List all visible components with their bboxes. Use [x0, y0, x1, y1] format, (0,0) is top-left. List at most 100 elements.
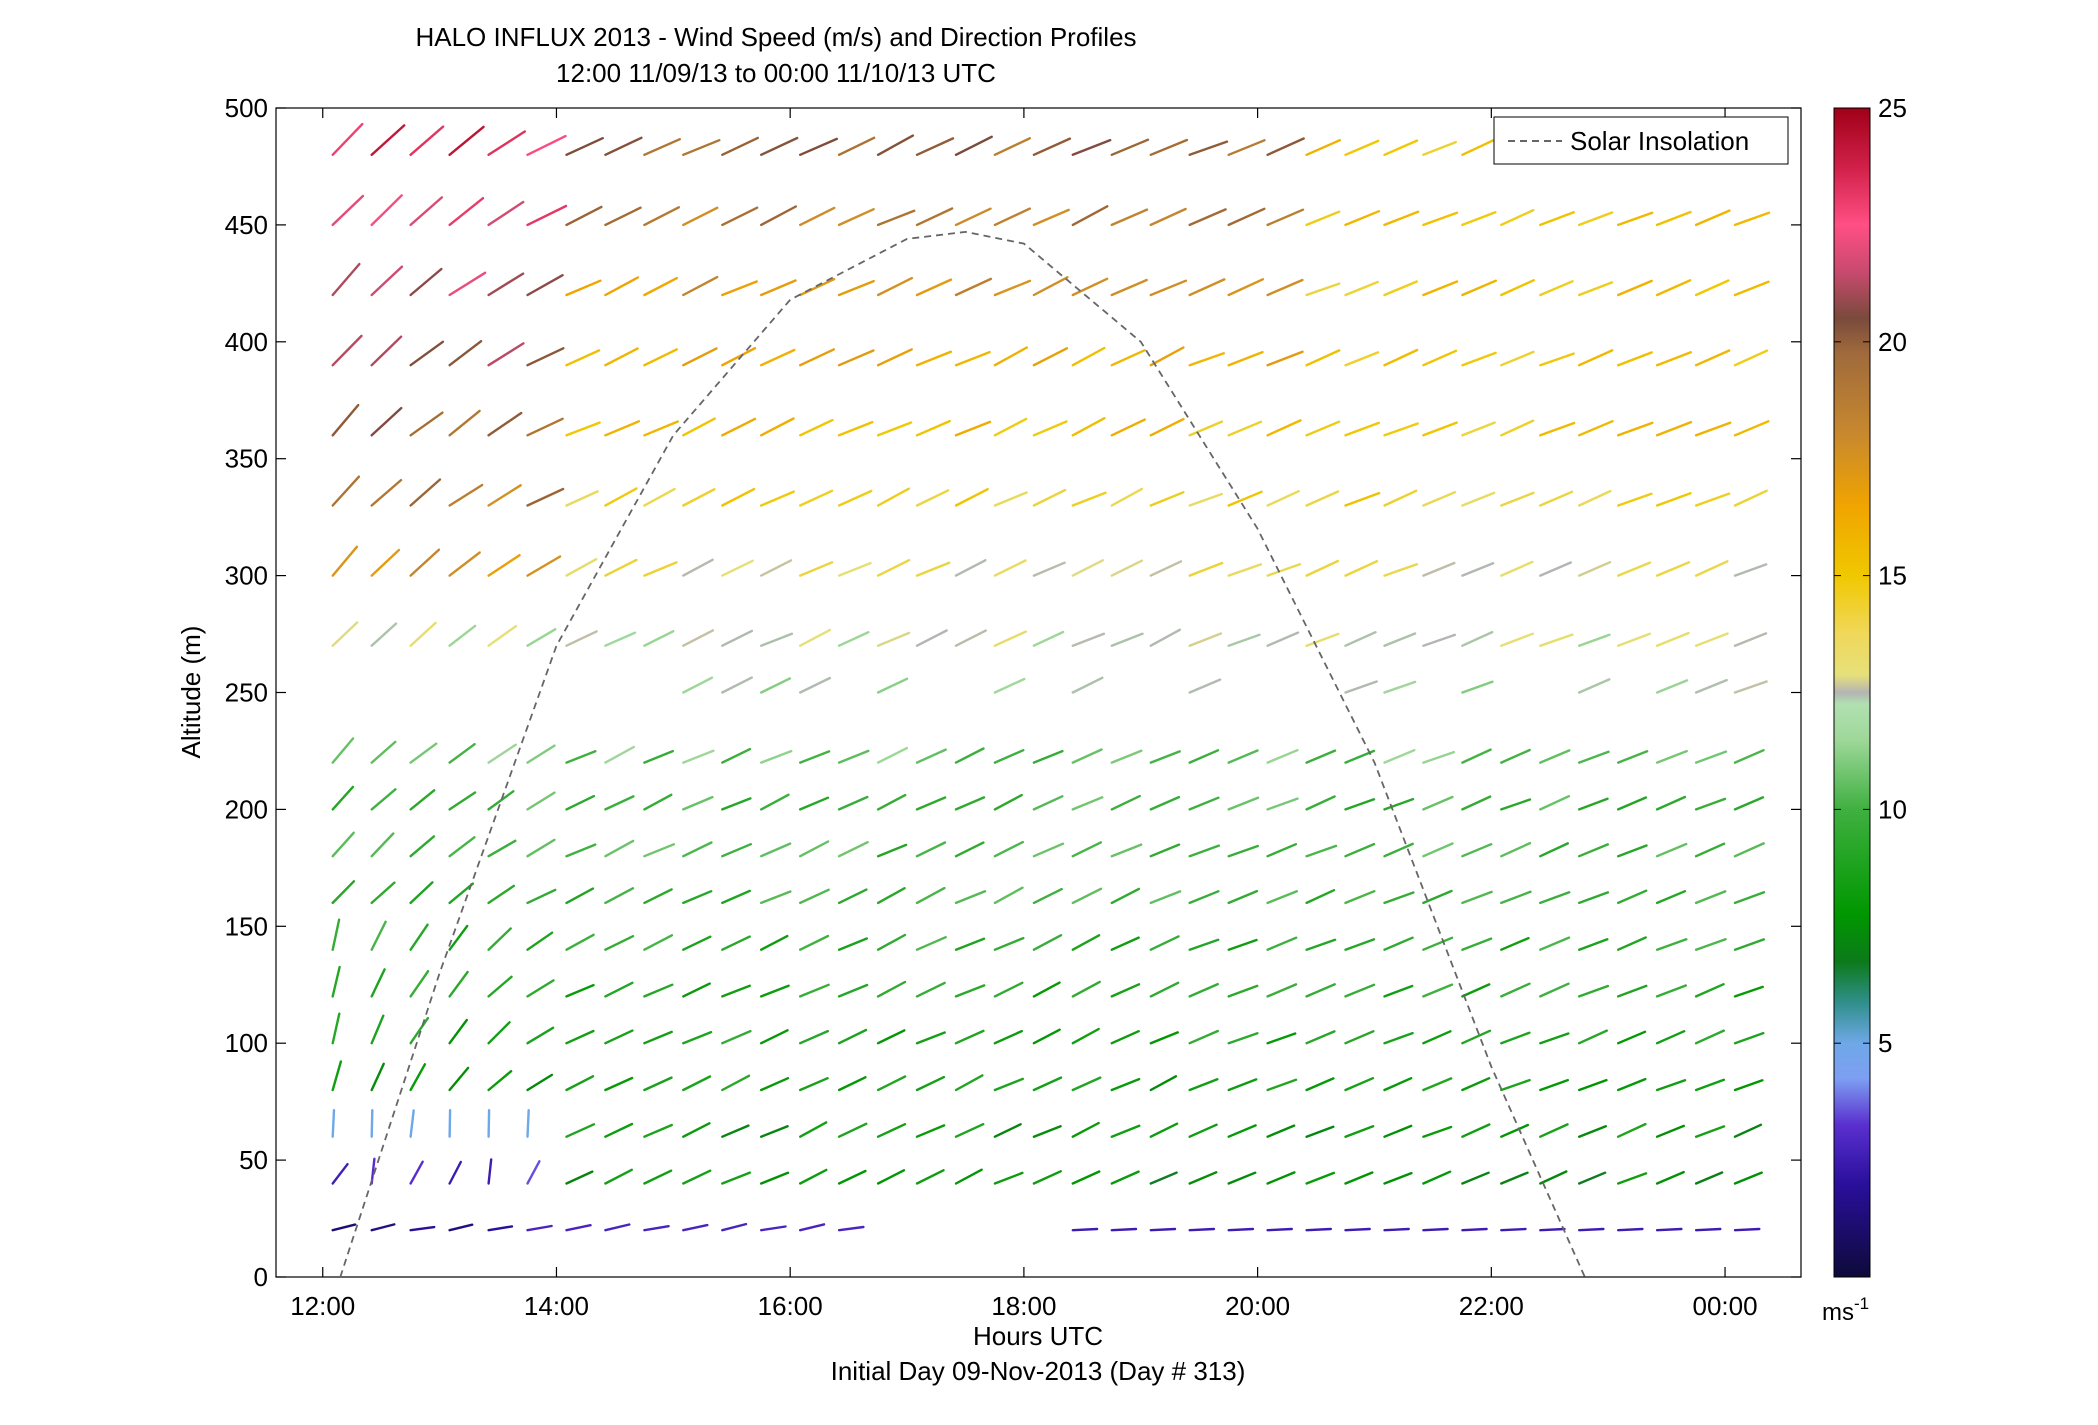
wind-arrow — [682, 676, 714, 694]
wind-arrow — [409, 742, 438, 764]
wind-arrow — [876, 348, 913, 367]
wind-arrow — [643, 843, 675, 858]
wind-arrow — [760, 842, 792, 858]
wind-arrow — [1539, 421, 1576, 437]
wind-arrow — [448, 1223, 474, 1232]
wind-arrow — [1305, 983, 1336, 998]
wind-arrow — [604, 839, 635, 858]
wind-arrow — [682, 1169, 712, 1185]
wind-arrow — [1149, 491, 1185, 507]
wind-arrow — [1032, 208, 1070, 227]
wind-arrow — [1266, 1078, 1298, 1092]
wind-arrow — [1655, 938, 1688, 951]
wind-arrow — [487, 1158, 493, 1185]
wind-arrow — [370, 124, 406, 157]
wind-arrow — [682, 1122, 711, 1138]
wind-arrow — [1500, 560, 1534, 577]
wind-arrow — [1539, 1227, 1566, 1232]
wind-arrow — [1266, 1171, 1296, 1185]
wind-arrow — [448, 882, 474, 905]
wind-arrow — [1227, 1031, 1259, 1045]
wind-arrow — [1383, 1031, 1414, 1045]
wind-arrow — [409, 340, 445, 367]
wind-arrow — [1733, 891, 1766, 905]
wind-arrow — [526, 555, 562, 577]
wind-arrow — [799, 750, 831, 764]
wind-arrow — [1071, 980, 1101, 998]
wind-arrow — [1461, 1227, 1488, 1232]
wind-arrow — [760, 1171, 790, 1185]
wind-arrow — [1227, 139, 1266, 157]
wind-arrow — [1694, 938, 1727, 951]
wind-arrow — [526, 1026, 555, 1045]
wind-arrow — [682, 935, 712, 951]
wind-arrow — [876, 134, 915, 157]
wind-arrow — [643, 206, 680, 227]
wind-arrow — [837, 1225, 865, 1232]
wind-arrow — [1539, 1123, 1569, 1138]
wind-arrow — [1149, 1075, 1178, 1092]
wind-arrow — [682, 795, 714, 811]
wind-arrow — [643, 793, 673, 811]
wind-arrow — [604, 1223, 631, 1232]
wind-arrow — [1149, 981, 1180, 998]
wind-arrow — [409, 1109, 415, 1138]
wind-arrow — [682, 275, 719, 297]
wind-arrow — [1383, 139, 1419, 157]
wind-arrow — [1266, 1124, 1296, 1138]
wind-arrow — [837, 349, 875, 367]
wind-arrow — [1227, 563, 1263, 577]
wind-arrow — [721, 559, 754, 577]
wind-arrow — [1071, 1227, 1099, 1232]
wind-arrow — [1071, 1170, 1101, 1185]
wind-arrow — [1539, 936, 1571, 951]
wind-arrow — [682, 488, 716, 507]
wind-arrow — [837, 795, 869, 811]
wind-arrow — [1616, 421, 1654, 437]
wind-arrow — [915, 561, 951, 577]
wind-arrow — [1577, 211, 1614, 227]
wind-arrow — [1616, 796, 1648, 811]
wind-arrow — [1655, 795, 1687, 811]
wind-arrow — [370, 920, 387, 951]
wind-arrow — [1188, 749, 1220, 764]
wind-arrow — [1461, 351, 1497, 367]
wind-arrow — [721, 136, 759, 157]
wind-arrow — [954, 207, 992, 227]
wind-arrow — [721, 1124, 750, 1138]
wind-arrow — [1266, 797, 1299, 811]
wind-arrow — [837, 420, 874, 437]
wind-arrow — [1383, 563, 1419, 577]
wind-arrow — [1110, 418, 1146, 437]
wind-arrow — [1266, 749, 1299, 764]
wind-arrow — [1655, 1124, 1686, 1138]
wind-arrow — [1344, 1171, 1374, 1185]
wind-arrow — [1616, 889, 1648, 905]
wind-arrow — [1461, 1076, 1491, 1092]
wind-arrow — [1422, 889, 1453, 905]
wind-arrow — [1188, 278, 1226, 297]
wind-arrow — [799, 934, 830, 951]
wind-arrow — [1032, 749, 1064, 764]
wind-arrow — [1071, 491, 1107, 507]
wind-arrow — [799, 628, 832, 647]
wind-arrow — [1227, 844, 1260, 858]
wind-arrow — [1733, 1227, 1761, 1232]
wind-arrow — [721, 347, 757, 367]
wind-arrow — [1461, 795, 1492, 811]
wind-arrow — [1188, 1227, 1216, 1232]
wind-arrow — [1032, 887, 1063, 905]
wind-arrow — [1149, 935, 1180, 951]
wind-arrow — [954, 1074, 984, 1092]
wind-arrow — [1188, 796, 1220, 811]
wind-arrow — [370, 740, 397, 764]
wind-arrow — [1422, 1170, 1452, 1185]
wind-arrow — [1422, 491, 1457, 507]
wind-arrow — [682, 841, 713, 858]
wind-arrow — [1539, 1078, 1570, 1092]
wind-arrow — [1305, 559, 1340, 577]
wind-arrow — [331, 1060, 343, 1092]
wind-arrow — [682, 629, 715, 647]
wind-arrow — [954, 1168, 983, 1185]
wind-arrow — [1188, 352, 1226, 367]
